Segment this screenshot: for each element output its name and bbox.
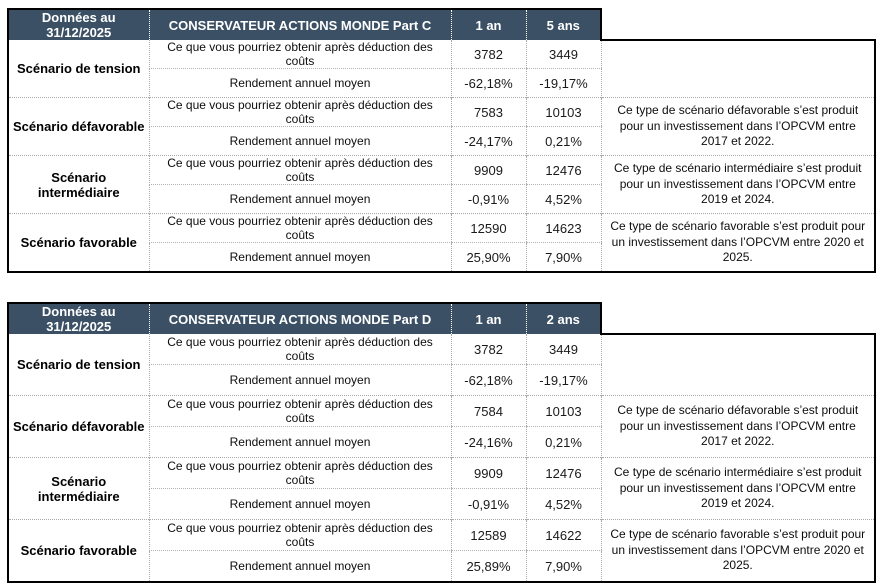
table-row: Scénario intermédiaire Ce que vous pourr… bbox=[7, 155, 876, 214]
scenario-name: Scénario favorable bbox=[7, 213, 149, 273]
period-header-1an: 1 an bbox=[450, 302, 526, 334]
row-label-obtain: Ce que vous pourriez obtenir après déduc… bbox=[148, 395, 451, 427]
period-header-2ans: 2 ans bbox=[525, 302, 602, 334]
scenario-name: Scénario de tension bbox=[7, 40, 149, 98]
date-label: Données au 31/12/2025 bbox=[7, 302, 149, 334]
value-5ans: 3449 bbox=[525, 40, 601, 69]
row-label-rendement: Rendement annuel moyen bbox=[148, 364, 451, 396]
scenario-comment bbox=[600, 40, 876, 98]
table-row: Scénario de tension Ce que vous pourriez… bbox=[7, 40, 876, 98]
value-1an: 3782 bbox=[450, 334, 526, 365]
row-label-obtain: Ce que vous pourriez obtenir après déduc… bbox=[148, 457, 451, 489]
scenario-name: Scénario défavorable bbox=[7, 395, 149, 458]
rend-5ans: 0,21% bbox=[525, 126, 601, 156]
value-1an: 7584 bbox=[450, 395, 526, 427]
scenario-table-part-d: Données au 31/12/2025 CONSERVATEUR ACTIO… bbox=[7, 302, 876, 583]
rend-5ans: 4,52% bbox=[525, 184, 601, 214]
rend-1an: -0,91% bbox=[450, 184, 526, 214]
scenario-name: Scénario intermédiaire bbox=[7, 155, 149, 214]
scenario-name: Scénario défavorable bbox=[7, 97, 149, 156]
rend-2ans: 0,21% bbox=[525, 426, 601, 458]
performance-scenarios-page: Données au 31/12/2025 CONSERVATEUR ACTIO… bbox=[7, 8, 876, 583]
value-1an: 9909 bbox=[450, 155, 526, 185]
value-1an: 12590 bbox=[450, 213, 526, 243]
row-label-obtain: Ce que vous pourriez obtenir après déduc… bbox=[148, 519, 451, 551]
header-spacer bbox=[601, 9, 875, 41]
rend-1an: -62,18% bbox=[450, 68, 526, 98]
value-5ans: 14623 bbox=[525, 213, 601, 243]
table-row: Rendement annuel moyen -0,91% 4,52% bbox=[8, 184, 875, 214]
scenario-comment: Ce type de scénario favorable s’est prod… bbox=[600, 519, 876, 583]
row-label-obtain: Ce que vous pourriez obtenir après déduc… bbox=[148, 334, 451, 365]
table-row: Scénario défavorable Ce que vous pourrie… bbox=[7, 97, 876, 156]
row-label-rendement: Rendement annuel moyen bbox=[148, 426, 451, 458]
row-label-obtain: Ce que vous pourriez obtenir après déduc… bbox=[148, 213, 451, 243]
row-label-obtain: Ce que vous pourriez obtenir après déduc… bbox=[148, 155, 451, 185]
table-row: Rendement annuel moyen -62,18% -19,17% bbox=[8, 68, 875, 98]
fund-title: CONSERVATEUR ACTIONS MONDE Part C bbox=[148, 8, 451, 40]
rend-2ans: 4,52% bbox=[525, 488, 601, 520]
table-row: Scénario favorable Ce que vous pourriez … bbox=[7, 213, 876, 273]
row-label-obtain: Ce que vous pourriez obtenir après déduc… bbox=[148, 97, 451, 127]
value-1an: 7583 bbox=[450, 97, 526, 127]
table-header-row: Données au 31/12/2025 CONSERVATEUR ACTIO… bbox=[7, 8, 875, 41]
scenario-comment: Ce type de scénario défavorable s’est pr… bbox=[600, 97, 876, 156]
table-row: Rendement annuel moyen -24,16% 0,21% bbox=[8, 426, 875, 458]
value-2ans: 12476 bbox=[525, 457, 601, 489]
row-label-rendement: Rendement annuel moyen bbox=[148, 126, 451, 156]
scenario-comment: Ce type de scénario défavorable s’est pr… bbox=[600, 395, 876, 458]
table-header-row: Données au 31/12/2025 CONSERVATEUR ACTIO… bbox=[7, 302, 875, 335]
rend-1an: -62,18% bbox=[450, 364, 526, 396]
scenario-name: Scénario de tension bbox=[7, 334, 149, 396]
row-label-rendement: Rendement annuel moyen bbox=[148, 184, 451, 214]
value-2ans: 3449 bbox=[525, 334, 601, 365]
row-label-rendement: Rendement annuel moyen bbox=[148, 242, 451, 273]
value-5ans: 10103 bbox=[525, 97, 601, 127]
rend-2ans: -19,17% bbox=[525, 364, 601, 396]
row-label-rendement: Rendement annuel moyen bbox=[148, 550, 451, 583]
scenario-comment: Ce type de scénario intermédiaire s’est … bbox=[600, 155, 876, 214]
date-label: Données au 31/12/2025 bbox=[7, 8, 149, 40]
table-row: Scénario défavorable Ce que vous pourrie… bbox=[7, 395, 876, 458]
row-label-rendement: Rendement annuel moyen bbox=[148, 488, 451, 520]
rend-5ans: -19,17% bbox=[525, 68, 601, 98]
value-2ans: 10103 bbox=[525, 395, 601, 427]
value-1an: 3782 bbox=[450, 40, 526, 69]
scenario-comment: Ce type de scénario favorable s’est prod… bbox=[600, 213, 876, 273]
table-row: Rendement annuel moyen -62,18% -19,17% bbox=[8, 364, 875, 396]
table-row: Scénario intermédiaire Ce que vous pourr… bbox=[7, 457, 876, 520]
rend-1an: -24,17% bbox=[450, 126, 526, 156]
rend-5ans: 7,90% bbox=[525, 242, 601, 273]
value-5ans: 12476 bbox=[525, 155, 601, 185]
row-label-rendement: Rendement annuel moyen bbox=[148, 68, 451, 98]
value-1an: 9909 bbox=[450, 457, 526, 489]
scenario-table-part-c: Données au 31/12/2025 CONSERVATEUR ACTIO… bbox=[7, 8, 876, 273]
rend-1an: -0,91% bbox=[450, 488, 526, 520]
table-row: Rendement annuel moyen -0,91% 4,52% bbox=[8, 488, 875, 520]
header-spacer bbox=[601, 303, 875, 335]
scenario-name: Scénario favorable bbox=[7, 519, 149, 583]
table-row: Rendement annuel moyen -24,17% 0,21% bbox=[8, 126, 875, 156]
period-header-1an: 1 an bbox=[450, 8, 526, 40]
table-row: Scénario favorable Ce que vous pourriez … bbox=[7, 519, 876, 583]
table-row: Rendement annuel moyen 25,90% 7,90% bbox=[8, 242, 875, 273]
value-2ans: 14622 bbox=[525, 519, 601, 551]
scenario-comment bbox=[600, 334, 876, 396]
scenario-comment: Ce type de scénario intermédiaire s’est … bbox=[600, 457, 876, 520]
rend-1an: 25,89% bbox=[450, 550, 526, 583]
row-label-obtain: Ce que vous pourriez obtenir après déduc… bbox=[148, 40, 451, 69]
value-1an: 12589 bbox=[450, 519, 526, 551]
rend-1an: 25,90% bbox=[450, 242, 526, 273]
rend-1an: -24,16% bbox=[450, 426, 526, 458]
period-header-5ans: 5 ans bbox=[525, 8, 602, 40]
rend-2ans: 7,90% bbox=[525, 550, 601, 583]
fund-title: CONSERVATEUR ACTIONS MONDE Part D bbox=[148, 302, 451, 334]
table-row: Scénario de tension Ce que vous pourriez… bbox=[7, 334, 876, 396]
scenario-name: Scénario intermédiaire bbox=[7, 457, 149, 520]
